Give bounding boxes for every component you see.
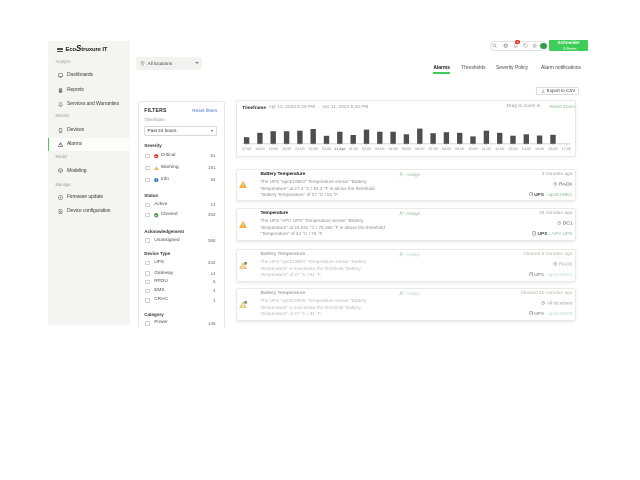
svg-text:17:00: 17:00 [242,147,251,151]
svg-text:16:00: 16:00 [548,147,557,151]
svg-text:20:00: 20:00 [282,147,291,151]
svg-text:08:00: 08:00 [442,147,451,151]
svg-text:14:00: 14:00 [522,147,531,151]
svg-text:10:00: 10:00 [468,147,477,151]
svg-text:17:00: 17:00 [562,147,571,151]
svg-text:22:00: 22:00 [309,147,318,151]
svg-text:23:00: 23:00 [322,147,331,151]
svg-text:02:00: 02:00 [362,147,371,151]
svg-text:19:00: 19:00 [269,147,278,151]
svg-text:06:00: 06:00 [415,147,424,151]
svg-text:21:00: 21:00 [295,147,304,151]
svg-text:11 Apr: 11 Apr [334,147,346,151]
svg-text:11:00: 11:00 [482,147,491,151]
svg-text:15:00: 15:00 [535,147,544,151]
svg-text:04:00: 04:00 [388,147,397,151]
svg-text:03:00: 03:00 [375,147,384,151]
svg-text:05:00: 05:00 [402,147,411,151]
svg-text:07:00: 07:00 [428,147,437,151]
svg-text:12:00: 12:00 [495,147,504,151]
svg-text:09:00: 09:00 [455,147,464,151]
svg-text:01:00: 01:00 [349,147,358,151]
svg-text:18:00: 18:00 [255,147,264,151]
svg-text:13:00: 13:00 [508,147,517,151]
